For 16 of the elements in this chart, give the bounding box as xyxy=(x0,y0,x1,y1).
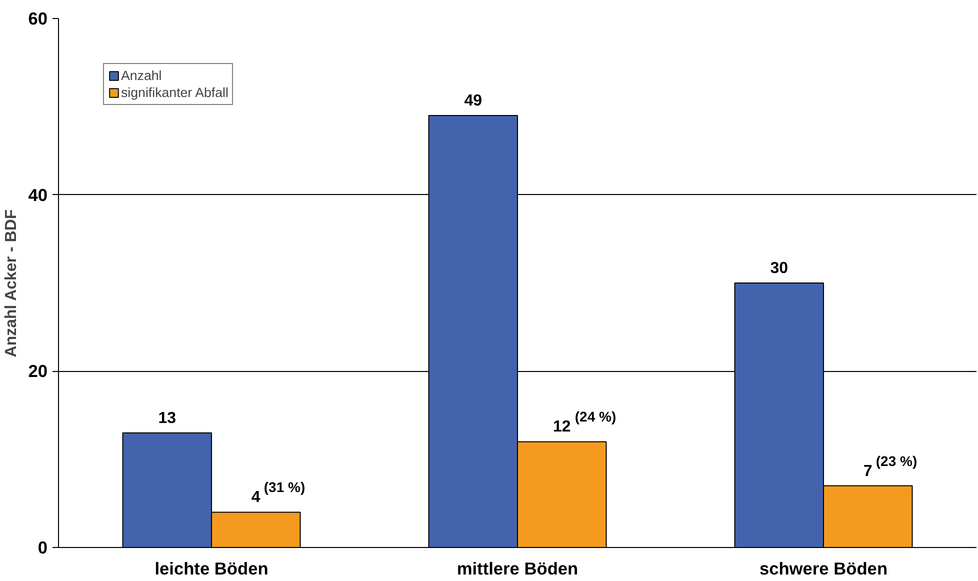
y-axis-title: Anzahl Acker - BDF xyxy=(3,209,20,358)
data-label: 7 (23 %) xyxy=(863,452,918,480)
data-label: 49 xyxy=(464,92,482,110)
data-label: 4 (31 %) xyxy=(251,479,306,506)
y-tick-label: 60 xyxy=(28,8,48,28)
y-tick-label: 20 xyxy=(28,361,48,382)
legend-label: signifikanter Abfall xyxy=(121,85,228,100)
x-tick-label: leichte Böden xyxy=(154,558,268,578)
data-label: 12 (24 %) xyxy=(552,408,616,436)
legend-label: Anzahl xyxy=(121,68,162,83)
x-tick-label: schwere Böden xyxy=(759,558,888,578)
data-label: 13 xyxy=(158,410,176,427)
y-tick-label: 0 xyxy=(38,538,48,558)
x-tick-label: mittlere Böden xyxy=(456,558,578,578)
y-tick-label: 40 xyxy=(28,184,48,205)
data-label: 30 xyxy=(770,260,788,277)
